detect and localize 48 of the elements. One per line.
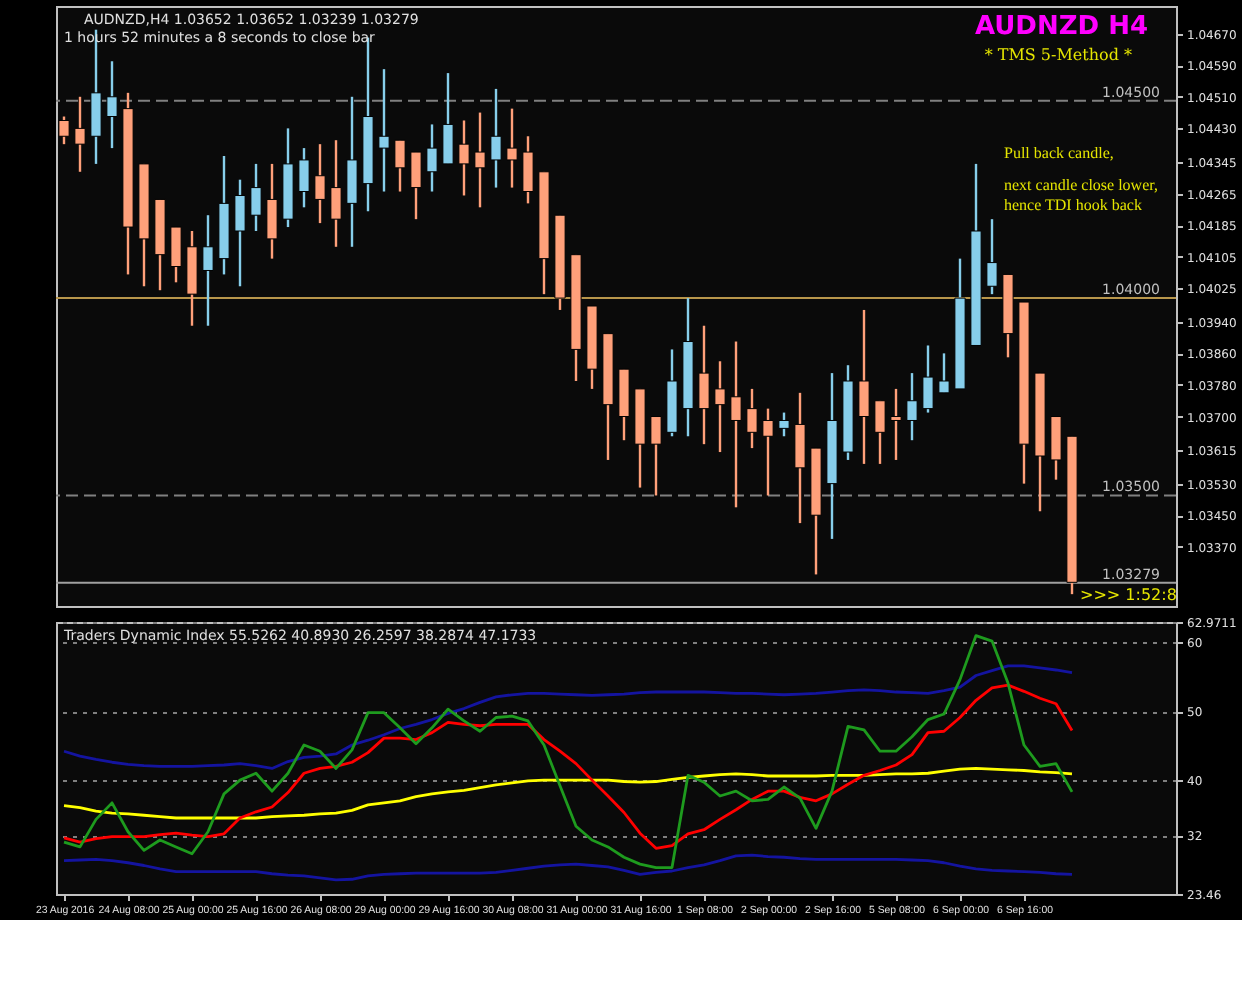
candlestick [890,387,902,462]
candlestick [170,225,182,284]
candlestick [522,135,534,205]
candlestick [698,324,710,446]
candlestick [378,67,390,193]
candlestick [922,344,934,414]
candlestick [938,352,950,395]
candlestick [474,111,486,209]
annotation: Pull back candle, [1004,144,1114,162]
line-series [62,767,1074,820]
candlestick [250,162,262,233]
candlestick [74,95,86,173]
candlestick [394,139,406,193]
candlestick [346,95,358,248]
candlestick [730,340,742,509]
candlestick [202,214,214,327]
candlestick [762,407,774,497]
text: * TMS 5-Method * [984,46,1132,64]
candlestick [618,367,630,442]
candlestick [714,360,726,454]
candlestick [906,371,918,442]
candlestick [858,308,870,466]
line-series [62,853,1074,882]
candlestick [426,123,438,193]
candlestick [458,119,470,197]
candlestick [442,71,454,166]
line-series [62,683,1074,850]
chart-title: AUDNZD H4 [974,12,1148,42]
candlestick [794,391,806,525]
candlestick [986,217,998,296]
candlestick [266,162,278,260]
candlestick [330,139,342,248]
candlestick [874,399,886,466]
annotation: >>> 1:52:8 [1080,586,1177,604]
candlestick [490,87,502,189]
candlestick [314,142,326,225]
candlestick [106,60,118,150]
candlestick [506,107,518,189]
candlestick [186,229,198,327]
candlestick [1050,415,1062,481]
line-series [62,664,1074,770]
candlestick [778,411,790,438]
candlestick [746,387,758,450]
candlestick [234,178,246,288]
candlestick [298,146,310,209]
candlestick [410,150,422,221]
candlestick [650,415,662,497]
annotation: next candle close lower, hence TDI hook back [1004,176,1158,214]
